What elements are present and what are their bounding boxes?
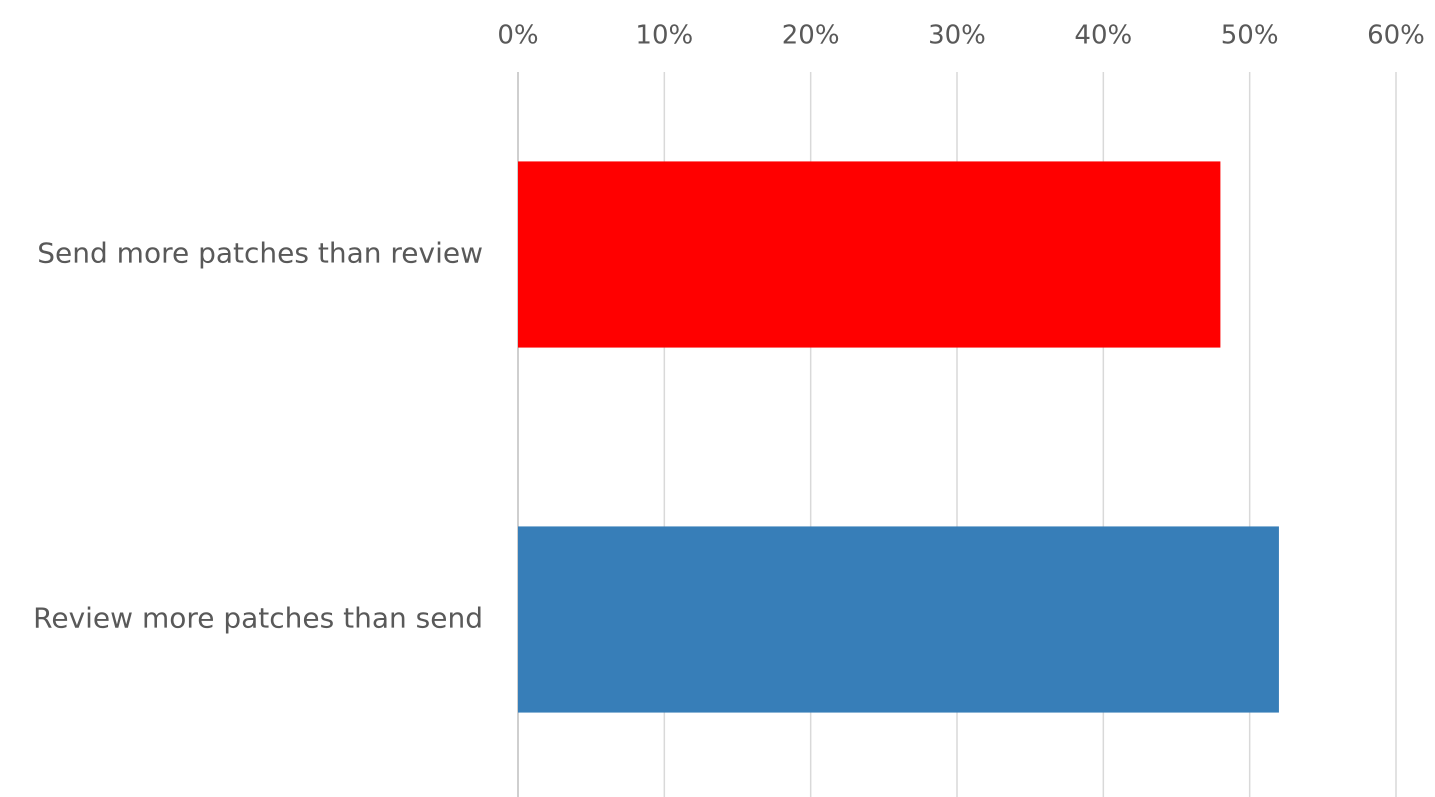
category-label: Send more patches than review [37, 237, 483, 270]
bars [518, 161, 1279, 713]
category-labels: Send more patches than review Review more… [33, 237, 483, 635]
x-tick-label: 50% [1221, 21, 1279, 51]
x-axis-tick-labels: 0% 10% 20% 30% 40% 50% 60% [497, 21, 1425, 51]
category-label: Review more patches than send [33, 602, 483, 635]
x-tick-label: 60% [1367, 21, 1425, 51]
bar [518, 161, 1221, 348]
x-tick-label: 0% [497, 21, 538, 51]
x-tick-label: 30% [928, 21, 986, 51]
x-tick-label: 10% [635, 21, 693, 51]
x-tick-label: 40% [1074, 21, 1132, 51]
bar [518, 526, 1279, 713]
x-tick-label: 20% [782, 21, 840, 51]
